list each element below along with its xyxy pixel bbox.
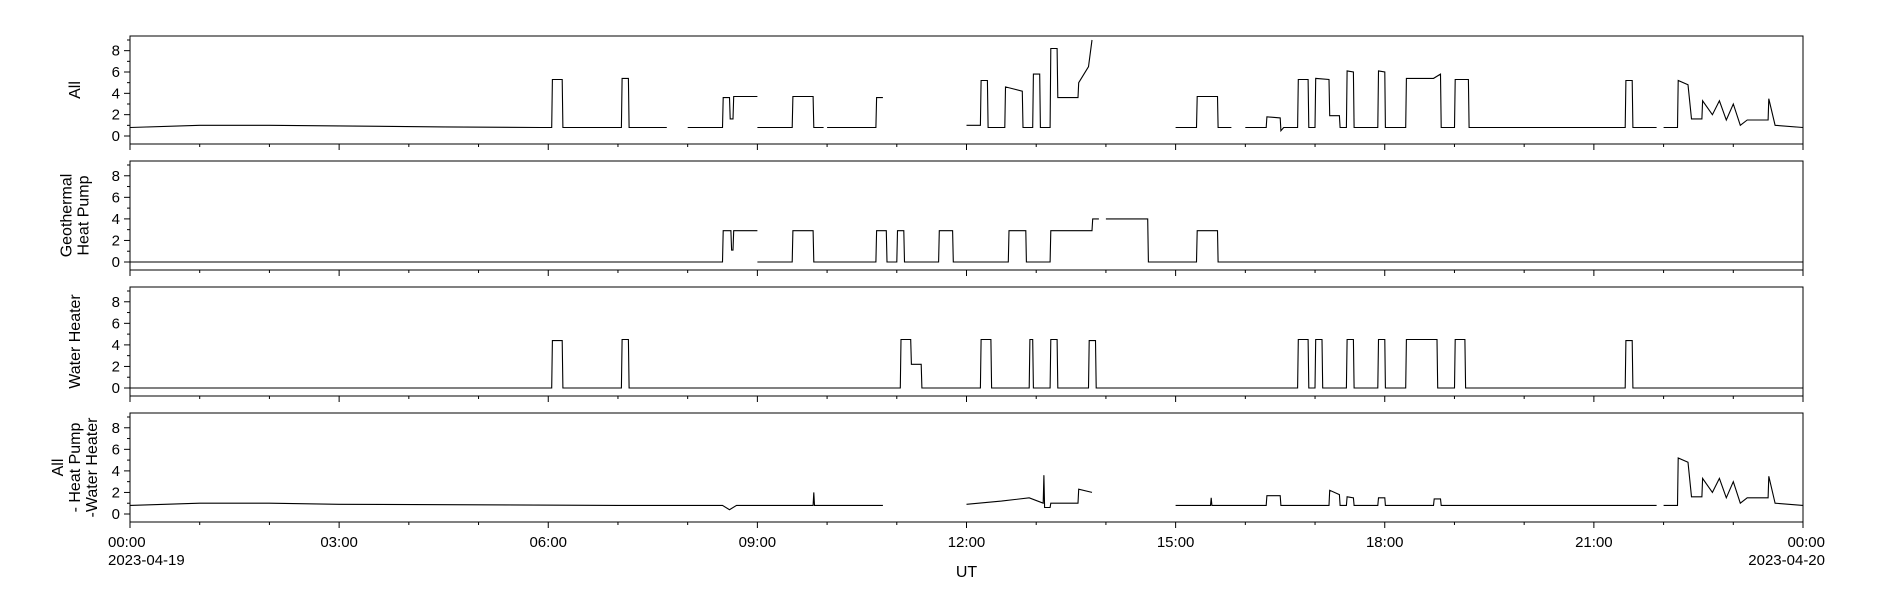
series-line-3 — [130, 457, 1803, 511]
x-start-date-label: 2023-04-19 — [108, 552, 185, 569]
series-line-2 — [130, 338, 1803, 389]
x-tick-label: 12:00 — [948, 534, 986, 551]
series-line-1 — [130, 218, 1803, 263]
y-axis-label-3: -Water Heater — [84, 417, 101, 518]
y-tick-label: 2 — [112, 232, 120, 249]
y-tick-label: 8 — [112, 294, 120, 311]
y-tick-label: 6 — [112, 64, 120, 81]
y-tick-label: 0 — [112, 506, 120, 523]
y-axis-label-1: Geothermal — [59, 174, 76, 258]
y-axis-label-0: All — [67, 81, 84, 99]
y-tick-label: 6 — [112, 315, 120, 332]
y-tick-label: 2 — [112, 484, 120, 501]
y-axis-label-3: All — [50, 459, 67, 477]
y-tick-label: 8 — [112, 43, 120, 60]
x-end-date-label: 2023-04-20 — [1748, 552, 1825, 569]
x-tick-label: 00:00 — [108, 534, 146, 551]
y-tick-label: 0 — [112, 128, 120, 145]
y-tick-label: 8 — [112, 420, 120, 437]
y-tick-label: 6 — [112, 441, 120, 458]
y-axis-label-2: Water Heater — [67, 294, 84, 389]
x-tick-label: 21:00 — [1575, 534, 1613, 551]
y-tick-label: 0 — [112, 254, 120, 271]
y-tick-label: 6 — [112, 189, 120, 206]
y-tick-label: 2 — [112, 358, 120, 375]
x-tick-label: 09:00 — [739, 534, 777, 551]
panel-frame-1 — [129, 160, 1804, 271]
x-tick-label: 06:00 — [529, 534, 567, 551]
y-tick-label: 4 — [112, 337, 120, 354]
y-tick-label: 8 — [112, 168, 120, 185]
y-axis-label-3: - Heat Pump — [67, 422, 84, 512]
panel-frame-2 — [129, 286, 1804, 397]
y-tick-label: 4 — [112, 211, 120, 228]
y-tick-label: 2 — [112, 107, 120, 124]
x-tick-label: 15:00 — [1157, 534, 1195, 551]
y-tick-label: 4 — [112, 463, 120, 480]
x-axis-label: UT — [956, 564, 978, 581]
y-tick-label: 0 — [112, 380, 120, 397]
y-tick-label: 4 — [112, 85, 120, 102]
x-tick-label: 18:00 — [1366, 534, 1404, 551]
x-tick-label: 03:00 — [320, 534, 358, 551]
y-axis-label-1: Heat Pump — [76, 175, 93, 255]
x-tick-label: 00:00 — [1787, 534, 1825, 551]
series-line-0 — [130, 39, 1803, 133]
